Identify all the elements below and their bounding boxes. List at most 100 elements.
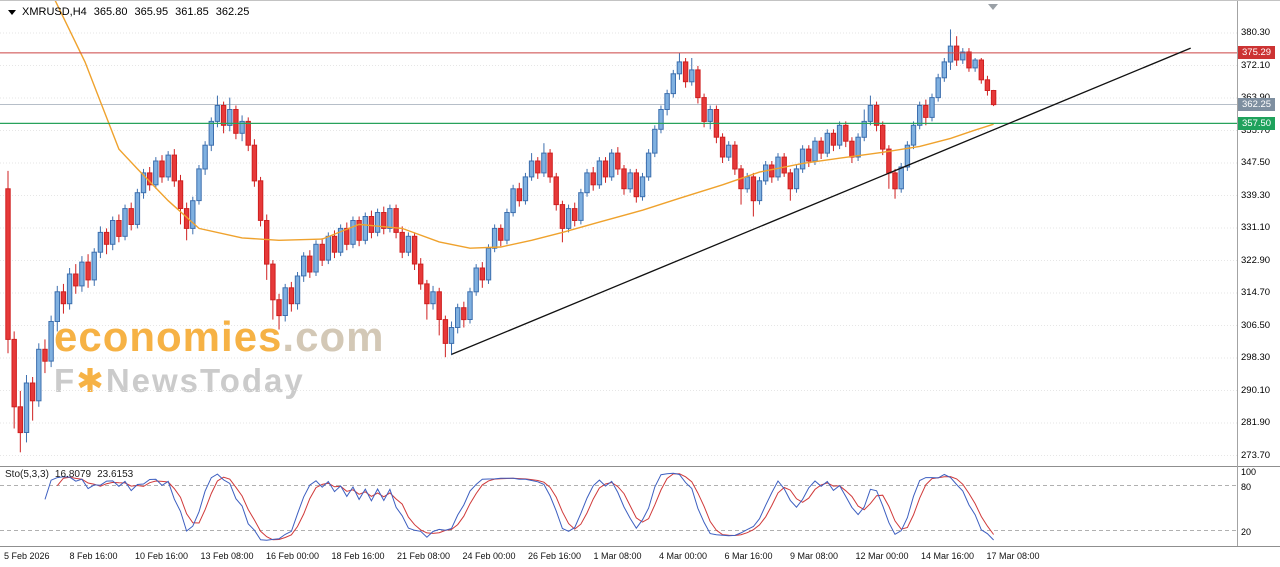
candle: [676, 52, 683, 80]
candle: [806, 145, 812, 167]
candle: [362, 212, 369, 245]
candle: [399, 226, 405, 259]
candle: [602, 157, 609, 183]
candle: [356, 216, 362, 247]
candle: [658, 105, 664, 134]
candle: [935, 73, 941, 102]
candle: [393, 204, 399, 239]
last-price-price-tag: 362.25: [1238, 98, 1276, 111]
time-tick-label: 1 Mar 08:00: [593, 551, 642, 561]
candle: [553, 172, 559, 211]
ma-line[interactable]: [54, 0, 994, 249]
candle: [257, 176, 264, 227]
candle: [978, 58, 984, 84]
candle: [941, 58, 947, 82]
candle: [264, 214, 270, 280]
stoch-timeaxis-separator: [0, 546, 1280, 547]
candle: [276, 293, 282, 330]
candle: [873, 101, 880, 132]
stoch-scale-label: 20: [1241, 526, 1252, 537]
candle: [880, 121, 886, 156]
stochastic-d-value: 23.6153: [97, 469, 134, 480]
price-tick-label: 355.70: [1241, 124, 1271, 136]
candle: [910, 121, 917, 150]
stoch-scale-label: 100: [1241, 466, 1257, 477]
candle: [233, 105, 239, 140]
candle: [116, 214, 122, 243]
stochastic-panel-canvas[interactable]: [0, 467, 1237, 546]
price-chart-canvas[interactable]: [0, 0, 1237, 466]
candle: [510, 184, 516, 217]
candle: [17, 390, 24, 453]
candle: [128, 202, 134, 231]
candle: [689, 58, 695, 86]
candle: [615, 147, 621, 175]
time-tick-label: 16 Feb 00:00: [266, 551, 320, 561]
candle: [485, 244, 492, 284]
candle: [707, 105, 713, 130]
candle: [36, 343, 42, 407]
price-tick-label: 347.50: [1241, 157, 1271, 168]
candle: [5, 170, 11, 354]
candle: [23, 375, 30, 443]
candle: [79, 256, 85, 292]
candle: [183, 202, 190, 241]
main-stoch-separator[interactable]: [0, 466, 1280, 467]
watermark-f: F: [54, 362, 77, 399]
candle: [430, 285, 436, 310]
candle: [824, 129, 830, 158]
candle: [48, 315, 54, 368]
time-axis[interactable]: 5 Feb 2026 8 Feb 16:00 10 Feb 16:00 13 Feb …: [0, 547, 1280, 567]
candle: [214, 95, 221, 128]
candle: [448, 321, 455, 356]
watermark: economies.com F✱NewsToday: [54, 316, 384, 399]
candle: [270, 260, 276, 320]
candle: [861, 109, 867, 142]
candle: [442, 315, 449, 358]
trendline[interactable]: [451, 47, 1191, 356]
candle: [670, 69, 676, 98]
symbol-dropdown-icon[interactable]: [8, 9, 16, 15]
candle: [208, 117, 215, 152]
price-tick-label: 290.10: [1241, 384, 1271, 396]
stochastic-name: Sto(5,3,3): [5, 469, 49, 480]
candle: [42, 339, 48, 374]
time-tick-label: 21 Feb 08:00: [397, 551, 451, 561]
candle: [793, 165, 800, 193]
price-tick-label: 273.70: [1241, 449, 1271, 461]
candle: [775, 153, 781, 181]
price-axis-separator: [1237, 0, 1238, 546]
candle: [849, 137, 855, 163]
stoch-signal-line: [56, 473, 995, 541]
price-tick-label: 372.10: [1241, 59, 1271, 71]
ohlc-open: 365.80: [93, 6, 128, 18]
candle: [960, 48, 966, 64]
chart-shift-marker[interactable]: [988, 4, 998, 10]
price-tick-label: 314.70: [1241, 287, 1271, 298]
candle: [953, 36, 960, 66]
candle: [331, 230, 338, 259]
candle: [498, 224, 504, 247]
candle: [424, 279, 430, 320]
candle: [350, 216, 356, 249]
candle: [738, 165, 744, 205]
candle: [923, 99, 929, 126]
candle: [491, 224, 498, 253]
candle: [750, 172, 757, 217]
candle: [103, 228, 110, 255]
candles-layer: [5, 29, 997, 453]
ohlc-close: 362.25: [215, 6, 250, 18]
price-tick-label: 322.90: [1241, 254, 1271, 266]
stoch-scale-label: 80: [1241, 481, 1252, 492]
candle: [282, 283, 288, 322]
candle: [787, 168, 793, 201]
price-tick-label: 339.30: [1241, 189, 1271, 201]
ohlc-high: 365.95: [134, 6, 169, 18]
time-tick-label: 9 Mar 08:00: [790, 551, 839, 561]
price-axis[interactable]: 380.30 372.10 363.90 355.70 347.50 339.30 331.…: [1238, 0, 1280, 546]
candle: [455, 303, 461, 334]
candle: [756, 176, 763, 205]
candle: [966, 48, 972, 72]
candle: [147, 167, 153, 191]
